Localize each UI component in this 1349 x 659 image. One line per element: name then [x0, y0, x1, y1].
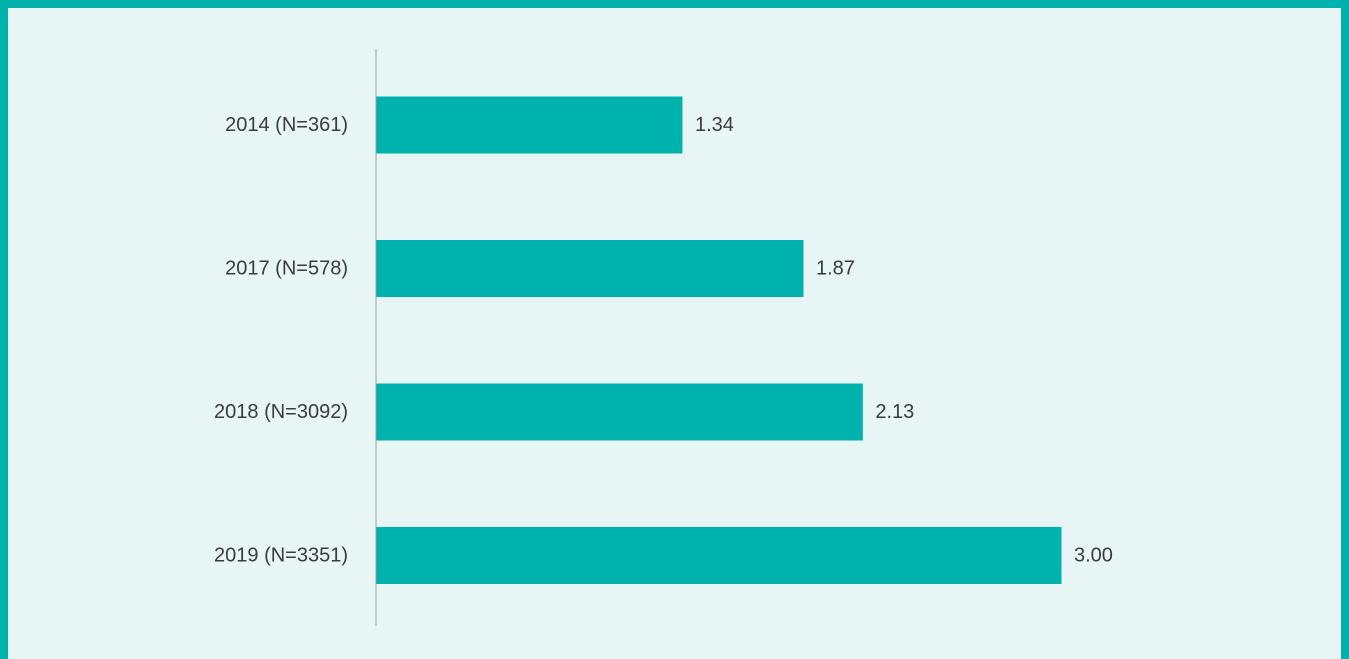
value-label-2: 2.13	[875, 401, 914, 423]
category-label-3: 2019 (N=3351)	[214, 545, 348, 567]
bar-0	[376, 96, 683, 154]
category-label-1: 2017 (N=578)	[225, 258, 348, 280]
category-label-2: 2018 (N=3092)	[214, 401, 348, 423]
bar-1	[376, 240, 804, 297]
bar-2	[376, 383, 863, 441]
bar-3	[376, 527, 1062, 584]
bar-chart: 2014 (N=361) 1.34 2017 (N=578) 1.87 2018 (N=…	[214, 49, 1113, 626]
value-label-1: 1.87	[816, 258, 855, 280]
category-label-0: 2014 (N=361)	[225, 114, 348, 136]
value-label-3: 3.00	[1074, 545, 1113, 567]
value-label-0: 1.34	[695, 114, 734, 136]
